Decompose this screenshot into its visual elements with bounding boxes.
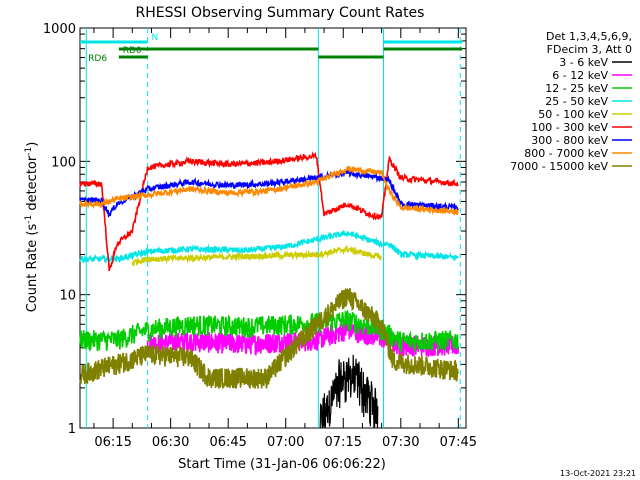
timestamp: 13-Oct-2021 23:21 [560, 469, 636, 478]
series-line [79, 151, 459, 272]
plot-frame [79, 27, 467, 429]
x-tick-label: 06:15 [94, 435, 131, 450]
x-tick-label: 07:15 [325, 435, 362, 450]
x-tick-label: 07:00 [267, 435, 304, 450]
y-axis-label: Count Rate (s-1 detector-1) [24, 142, 40, 313]
x-tick-label: 07:30 [382, 435, 419, 450]
legend-entry-label: 25 - 50 keV [545, 95, 608, 108]
legend: Det 1,3,4,5,6,9,FDecim 3, Att 03 - 6 keV… [510, 30, 632, 173]
series-line [79, 165, 459, 217]
series-line [79, 230, 459, 264]
y-tick-label: 100 [51, 155, 76, 170]
series-line [79, 309, 459, 353]
series-line [319, 354, 379, 429]
legend-entry-label: 6 - 12 keV [552, 69, 608, 82]
legend-entry-label: 100 - 300 keV [531, 121, 608, 134]
x-axis-label: Start Time (31-Jan-06 06:06:22) [178, 457, 386, 472]
legend-entry-label: 300 - 800 keV [531, 134, 608, 147]
chart-title: RHESSI Observing Summary Count Rates [136, 5, 425, 21]
legend-header-line: FDecim 3, Att 0 [547, 43, 632, 56]
flag-label: RD0 [123, 46, 142, 56]
legend-header-line: Det 1,3,4,5,6,9, [546, 30, 632, 43]
legend-entry-label: 800 - 7000 keV [524, 147, 608, 160]
x-tick-label: 06:30 [152, 435, 189, 450]
flag-label: RD6 [88, 54, 107, 64]
legend-entry-label: 50 - 100 keV [538, 108, 608, 121]
y-tick-label: 1000 [43, 22, 76, 37]
series-line [131, 244, 382, 268]
flag-label: N [152, 33, 159, 43]
legend-entry-label: 7000 - 15000 keV [510, 160, 608, 173]
plot-area: 1 10 100 1000 06:15 06:30 06:45 07:00 07:15 07:30… [43, 22, 477, 450]
y-tick-label: 1 [68, 422, 76, 437]
series-line [79, 168, 459, 218]
x-tick-label: 06:45 [209, 435, 246, 450]
legend-entry-label: 12 - 25 keV [545, 82, 608, 95]
series-line [79, 287, 459, 389]
x-tick-label: 07:45 [440, 435, 477, 450]
legend-entry-label: 3 - 6 keV [559, 56, 608, 69]
y-tick-label: 10 [59, 289, 76, 304]
